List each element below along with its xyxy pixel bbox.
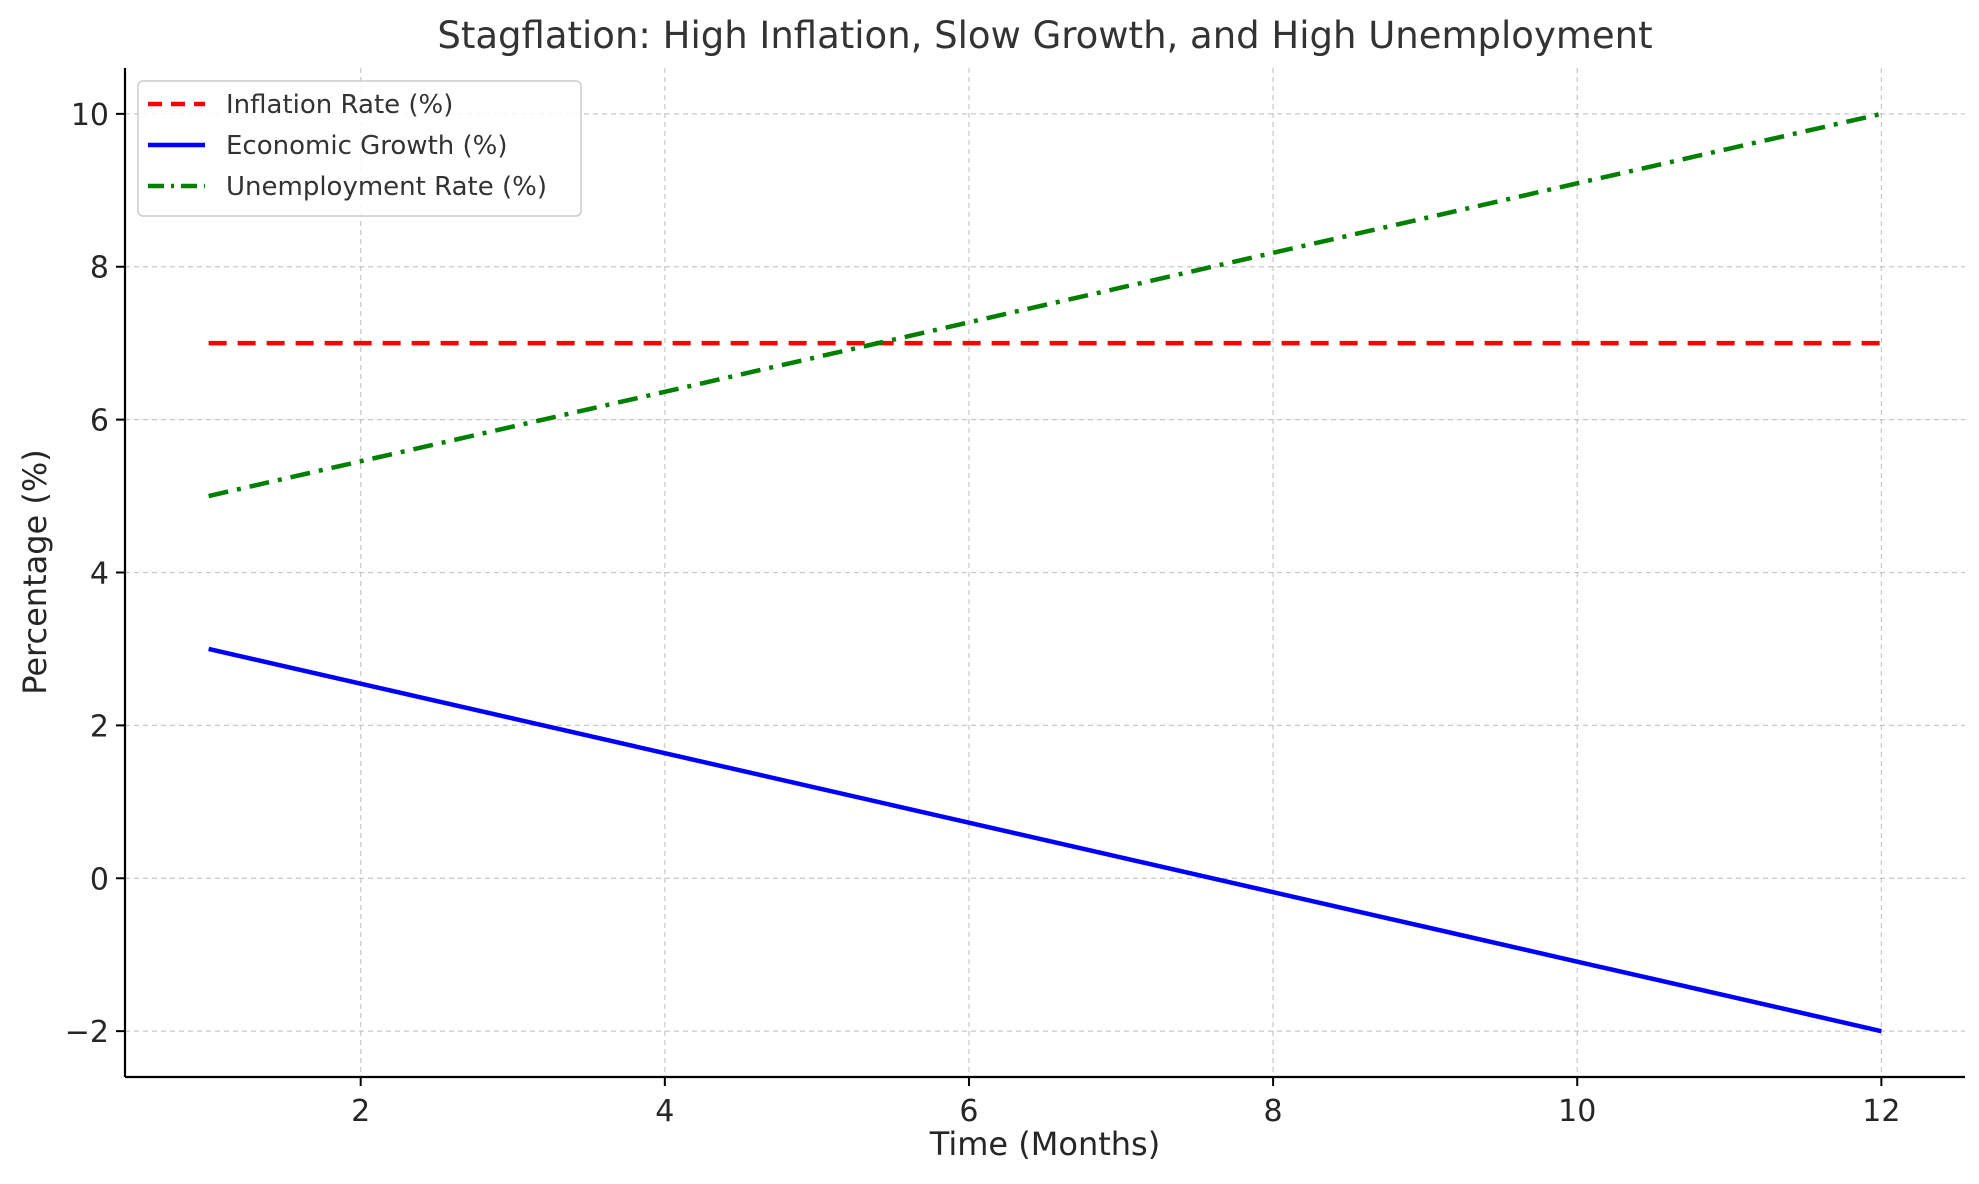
x-tick-label: 10 xyxy=(1558,1094,1596,1129)
series-lines xyxy=(208,111,1882,1034)
series-line-economic-growth xyxy=(208,646,1882,1034)
x-tick-label: 2 xyxy=(351,1094,370,1129)
x-axis-ticks: 2 4 6 8 10 12 xyxy=(351,1077,1900,1129)
y-tick-label: −2 xyxy=(65,1015,109,1050)
y-tick-label: 10 xyxy=(71,98,109,133)
y-tick-label: 2 xyxy=(90,709,109,744)
x-tick-label: 6 xyxy=(959,1094,978,1129)
grid-lines xyxy=(125,68,1965,1077)
legend-items: Inflation Rate (%) Economic Growth (%) Une… xyxy=(148,90,547,202)
y-axis-ticks: −2 0 2 4 6 8 10 xyxy=(65,98,125,1050)
y-tick-label: 6 xyxy=(90,404,109,439)
y-tick-label: 0 xyxy=(90,862,109,897)
legend-frame xyxy=(137,80,582,217)
series-line-unemployment-rate xyxy=(208,111,1882,499)
y-tick-label: 8 xyxy=(90,251,109,286)
legend-label: Economic Growth (%) xyxy=(226,131,508,161)
legend: Inflation Rate (%) Economic Growth (%) Une… xyxy=(137,80,582,217)
x-tick-label: 8 xyxy=(1264,1094,1283,1129)
legend-label: Inflation Rate (%) xyxy=(226,90,453,120)
y-tick-label: 4 xyxy=(90,557,109,592)
x-tick-label: 4 xyxy=(655,1094,674,1129)
legend-label: Unemployment Rate (%) xyxy=(226,172,547,202)
y-axis-label: Percentage (%) xyxy=(16,449,54,695)
x-axis-label: Time (Months) xyxy=(929,1125,1160,1163)
chart-title: Stagflation: High Inflation, Slow Growth… xyxy=(437,14,1652,57)
x-tick-label: 12 xyxy=(1862,1094,1900,1129)
